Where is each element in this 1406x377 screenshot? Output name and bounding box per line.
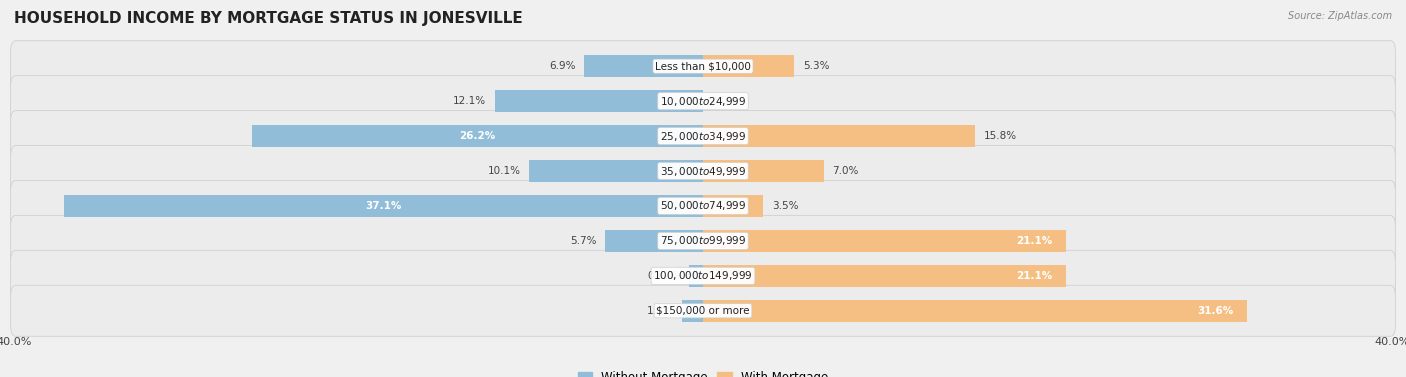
Text: $50,000 to $74,999: $50,000 to $74,999 xyxy=(659,199,747,213)
Text: Source: ZipAtlas.com: Source: ZipAtlas.com xyxy=(1288,11,1392,21)
Bar xyxy=(703,300,1247,322)
Text: HOUSEHOLD INCOME BY MORTGAGE STATUS IN JONESVILLE: HOUSEHOLD INCOME BY MORTGAGE STATUS IN J… xyxy=(14,11,523,26)
Text: 31.6%: 31.6% xyxy=(1198,306,1233,316)
Bar xyxy=(529,160,703,182)
Bar xyxy=(703,265,1066,287)
Bar xyxy=(495,90,703,112)
FancyBboxPatch shape xyxy=(11,285,1395,336)
Text: $35,000 to $49,999: $35,000 to $49,999 xyxy=(659,164,747,178)
Text: 21.1%: 21.1% xyxy=(1017,236,1053,246)
Text: 7.0%: 7.0% xyxy=(832,166,859,176)
Legend: Without Mortgage, With Mortgage: Without Mortgage, With Mortgage xyxy=(574,366,832,377)
Text: 6.9%: 6.9% xyxy=(550,61,575,71)
Text: Less than $10,000: Less than $10,000 xyxy=(655,61,751,71)
Text: 0.0%: 0.0% xyxy=(711,96,738,106)
Bar xyxy=(703,55,794,77)
Text: 0.81%: 0.81% xyxy=(647,271,681,281)
FancyBboxPatch shape xyxy=(11,41,1395,92)
Text: 10.1%: 10.1% xyxy=(488,166,520,176)
Bar xyxy=(703,195,763,217)
FancyBboxPatch shape xyxy=(11,110,1395,162)
Text: 21.1%: 21.1% xyxy=(1017,271,1053,281)
Bar xyxy=(703,125,976,147)
Bar xyxy=(689,265,703,287)
Bar xyxy=(583,55,703,77)
Text: 26.2%: 26.2% xyxy=(460,131,495,141)
Text: 1.2%: 1.2% xyxy=(647,306,673,316)
FancyBboxPatch shape xyxy=(11,76,1395,127)
FancyBboxPatch shape xyxy=(11,181,1395,231)
Text: 3.5%: 3.5% xyxy=(772,201,799,211)
Text: 15.8%: 15.8% xyxy=(984,131,1017,141)
Text: $25,000 to $34,999: $25,000 to $34,999 xyxy=(659,130,747,143)
Text: 12.1%: 12.1% xyxy=(453,96,486,106)
FancyBboxPatch shape xyxy=(11,215,1395,267)
Bar xyxy=(65,195,703,217)
FancyBboxPatch shape xyxy=(11,146,1395,196)
Bar xyxy=(682,300,703,322)
Text: $10,000 to $24,999: $10,000 to $24,999 xyxy=(659,95,747,108)
Text: 5.7%: 5.7% xyxy=(569,236,596,246)
Text: $150,000 or more: $150,000 or more xyxy=(657,306,749,316)
Text: 37.1%: 37.1% xyxy=(366,201,402,211)
Bar xyxy=(252,125,703,147)
Bar xyxy=(703,160,824,182)
Bar xyxy=(703,230,1066,252)
Text: $100,000 to $149,999: $100,000 to $149,999 xyxy=(654,269,752,282)
Text: 5.3%: 5.3% xyxy=(803,61,830,71)
Bar xyxy=(605,230,703,252)
Text: $75,000 to $99,999: $75,000 to $99,999 xyxy=(659,234,747,247)
FancyBboxPatch shape xyxy=(11,250,1395,301)
